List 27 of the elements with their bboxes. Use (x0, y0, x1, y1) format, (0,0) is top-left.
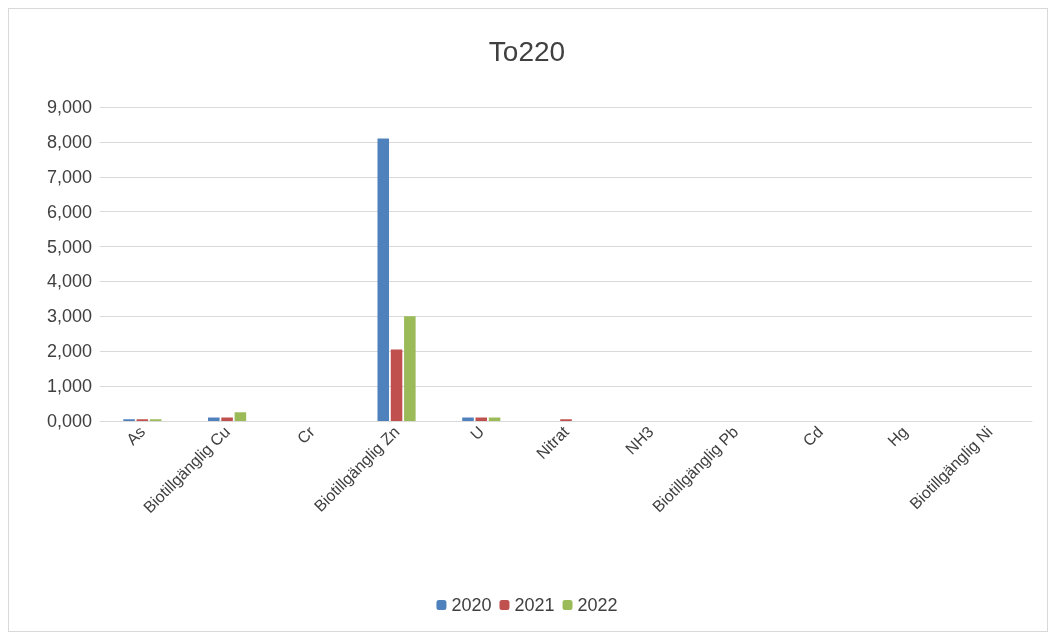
y-tick-label: 7,000 (46, 166, 92, 187)
y-tick-label: 5,000 (46, 236, 92, 257)
bar (234, 412, 247, 421)
y-tick-label: 8,000 (46, 131, 92, 152)
bar (475, 417, 488, 421)
y-tick-label: 6,000 (46, 201, 92, 222)
x-tick-label: U (467, 422, 488, 444)
legend-label: 2022 (577, 595, 618, 615)
y-tick-label: 2,000 (46, 341, 92, 362)
y-tick-label: 1,000 (46, 376, 92, 397)
y-tick-label: 3,000 (46, 306, 92, 327)
x-tick-label: Cr (293, 422, 319, 447)
legend-label: 2021 (514, 595, 555, 615)
bar (208, 417, 220, 421)
y-tick-label: 9,000 (46, 97, 92, 117)
x-tick-label: As (123, 422, 149, 449)
x-tick-label: Hg (884, 422, 911, 450)
y-tick-label: 0,000 (46, 411, 92, 431)
chart-title: To220 (488, 35, 566, 67)
bar (462, 417, 474, 421)
y-tick-label: 4,000 (46, 271, 92, 292)
bar (221, 417, 233, 421)
x-tick-label: Cd (799, 422, 827, 450)
legend-label: 2020 (451, 595, 492, 615)
bar (404, 316, 416, 421)
bar (390, 349, 403, 421)
bar (377, 138, 390, 421)
